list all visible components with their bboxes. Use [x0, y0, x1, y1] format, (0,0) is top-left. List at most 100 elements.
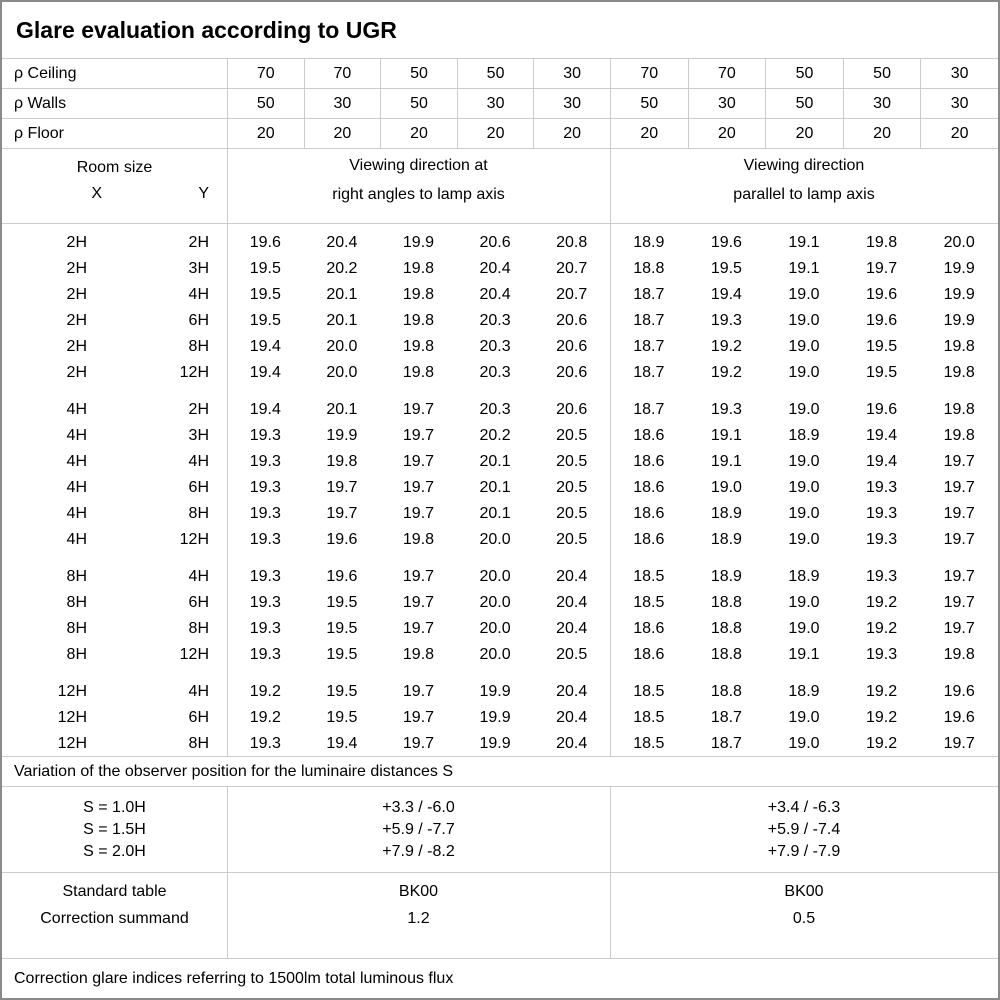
- room-size-y: 2H: [188, 401, 209, 418]
- ugr-value: 19.7: [943, 479, 975, 496]
- ugr-value: 19.8: [402, 364, 435, 381]
- table-row: 12H 4H 19.2 19.5 19.7 19.9 20.4 18.5 18.8 18.9 19.…: [2, 679, 998, 705]
- ugr-value: 19.6: [326, 531, 358, 548]
- ugr-value: 19.2: [710, 364, 742, 381]
- reflectance-value: 30: [687, 89, 766, 118]
- ugr-value: 19.1: [788, 234, 820, 251]
- reflectance-row-label: ρ Ceiling: [14, 64, 77, 82]
- ugr-value: 20.7: [556, 286, 588, 303]
- ugr-value: 19.4: [710, 286, 742, 303]
- right-angles-values: 19.3 19.6 19.8 20.0 20.5: [227, 531, 610, 549]
- reflectance-value: 50: [765, 89, 843, 118]
- ugr-value: 20.0: [326, 338, 358, 355]
- ugr-value: 18.6: [633, 479, 665, 496]
- parallel-values: 18.6 19.1 19.0 19.4 19.7: [610, 453, 998, 471]
- ugr-value: 19.8: [402, 260, 435, 277]
- s-correction-value: +7.9 / -8.2: [382, 842, 455, 860]
- ugr-value: 19.3: [249, 427, 281, 444]
- reflectance-row: ρ Walls 50 30 50 30 30 50 30 50 30 30: [2, 89, 998, 119]
- ugr-value: 19.4: [249, 401, 281, 418]
- room-size-x: 2H: [66, 364, 87, 381]
- right-angles-values: 19.3 19.9 19.7 20.2 20.5: [227, 427, 610, 445]
- column-divider: [227, 873, 228, 958]
- room-size-x: 4H: [66, 531, 87, 548]
- room-size-y: 8H: [188, 620, 209, 637]
- ugr-value: 18.8: [710, 594, 742, 611]
- ugr-value: 19.4: [866, 453, 898, 470]
- right-angles-values: 19.5 20.1 19.8 20.4 20.7: [227, 286, 610, 304]
- reflectance-table: ρ Ceiling 70 70 50 50 30 70 70 50 50 30 ρ Walls 50 30…: [2, 59, 998, 149]
- ugr-value: 18.7: [633, 312, 665, 329]
- ugr-value: 19.6: [943, 709, 975, 726]
- reflectance-value: 70: [610, 59, 688, 88]
- room-size-x: 2H: [66, 338, 87, 355]
- ugr-value: 20.1: [479, 505, 511, 522]
- ugr-value: 18.9: [710, 568, 742, 585]
- ugr-value: 18.6: [633, 620, 665, 637]
- parallel-values: 18.8 19.5 19.1 19.7 19.9: [610, 260, 998, 278]
- ugr-value: 19.1: [710, 453, 742, 470]
- ugr-value: 19.8: [402, 338, 435, 355]
- ugr-value: 20.5: [556, 427, 588, 444]
- correction-summand-value: 1.2: [407, 910, 430, 927]
- reflectance-value: 70: [303, 59, 381, 88]
- ugr-value: 18.6: [633, 505, 665, 522]
- section-divider: [610, 787, 611, 872]
- parallel-values: 18.6 19.1 18.9 19.4 19.8: [610, 427, 998, 445]
- s-values-right-angles: +3.3 / -6.0 +5.9 / -7.7 +7.9 / -8.2: [227, 787, 610, 872]
- standard-values-right-angles: BK00 1.2: [227, 873, 610, 958]
- reflectance-value: 50: [380, 89, 457, 118]
- ugr-value: 18.5: [633, 735, 665, 752]
- ugr-value: 20.0: [479, 646, 511, 663]
- ugr-value: 20.6: [556, 364, 588, 381]
- ugr-value: 20.1: [326, 312, 358, 329]
- reflectance-value: 70: [687, 59, 766, 88]
- parallel-header-line2: parallel to lamp axis: [733, 186, 875, 203]
- right-angles-values: 19.4 20.0 19.8 20.3 20.6: [227, 364, 610, 382]
- ugr-value: 19.9: [479, 735, 511, 752]
- ugr-value: 20.4: [556, 683, 588, 700]
- ugr-value: 19.9: [479, 709, 511, 726]
- ugr-value: 19.5: [326, 620, 358, 637]
- parallel-header: Viewing direction parallel to lamp axis: [610, 149, 998, 223]
- ugr-value: 19.2: [249, 709, 281, 726]
- right-angles-values: 19.5 20.1 19.8 20.3 20.6: [227, 312, 610, 330]
- table-row: 2H 4H 19.5 20.1 19.8 20.4 20.7 18.7 19.4 19.0 19.6…: [2, 282, 998, 308]
- ugr-value: 19.9: [402, 234, 435, 251]
- standard-values-parallel: BK00 0.5: [610, 873, 998, 958]
- ugr-value: 19.3: [866, 646, 898, 663]
- ugr-value: 19.6: [326, 568, 358, 585]
- ugr-value: 20.3: [479, 401, 511, 418]
- ugr-value: 20.4: [556, 709, 588, 726]
- ugr-value: 18.7: [633, 338, 665, 355]
- ugr-value: 19.6: [943, 683, 975, 700]
- ugr-value: 19.7: [943, 594, 975, 611]
- room-size-x: 8H: [66, 646, 87, 663]
- ugr-value: 19.5: [326, 683, 358, 700]
- ugr-value: 18.8: [710, 683, 742, 700]
- ugr-value: 20.4: [556, 620, 588, 637]
- ugr-value: 19.0: [788, 453, 820, 470]
- ugr-value: 18.7: [633, 364, 665, 381]
- ugr-value: 19.7: [943, 568, 975, 585]
- parallel-values: 18.6 19.0 19.0 19.3 19.7: [610, 479, 998, 497]
- parallel-values: 18.5 18.8 19.0 19.2 19.7: [610, 594, 998, 612]
- reflectance-row-label: ρ Walls: [14, 94, 67, 112]
- table-row: 4H 3H 19.3 19.9 19.7 20.2 20.5 18.6 19.1 18.9 19.4…: [2, 423, 998, 449]
- ugr-value: 19.6: [710, 234, 742, 251]
- ugr-value: 19.3: [866, 531, 898, 548]
- room-size-header: Room size X Y: [2, 149, 227, 223]
- ugr-value: 18.7: [633, 286, 665, 303]
- reflectance-value: 20: [303, 119, 381, 148]
- ugr-value: 20.4: [479, 286, 511, 303]
- ugr-value: 20.0: [479, 620, 511, 637]
- table-row: 8H 12H 19.3 19.5 19.8 20.0 20.5 18.6 18.8 19.1 19.…: [2, 642, 998, 668]
- ugr-value: 19.7: [402, 505, 435, 522]
- table-row: 2H 8H 19.4 20.0 19.8 20.3 20.6 18.7 19.2 19.0 19.5…: [2, 334, 998, 360]
- reflectance-section-2: 50 30 50 30 30: [610, 89, 998, 118]
- ugr-value: 18.7: [710, 709, 742, 726]
- ugr-value: 19.7: [866, 260, 898, 277]
- reflectance-value: 30: [303, 89, 381, 118]
- ugr-value: 19.9: [943, 260, 975, 277]
- right-angles-values: 19.3 19.8 19.7 20.1 20.5: [227, 453, 610, 471]
